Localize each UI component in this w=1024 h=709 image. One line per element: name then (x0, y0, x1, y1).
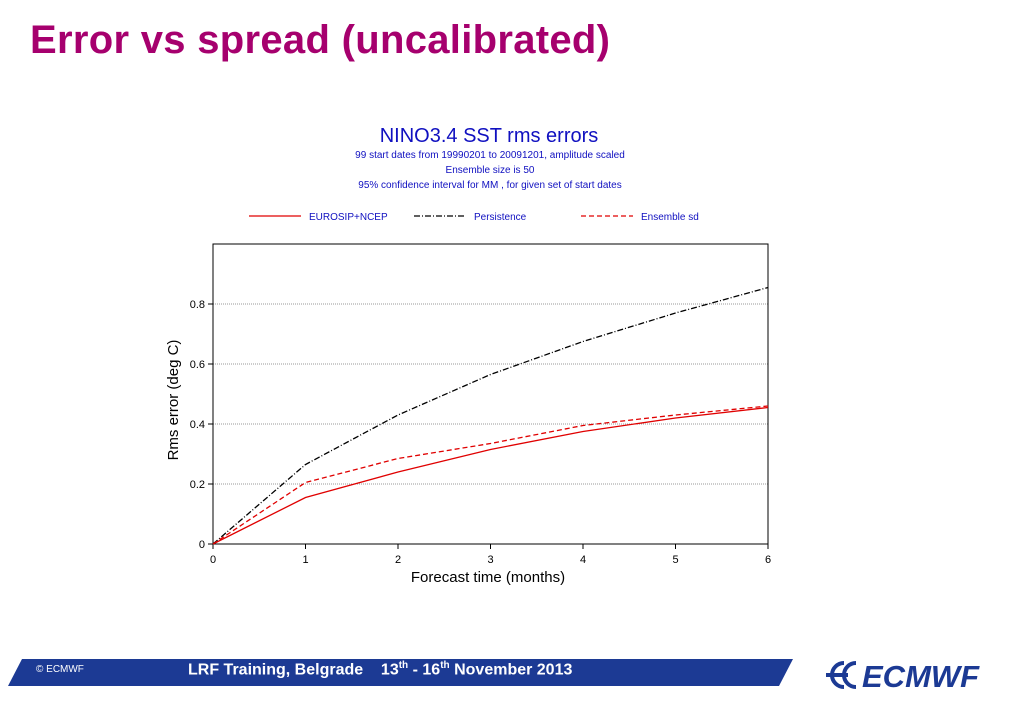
footer-date-end: 16 (422, 661, 441, 679)
line-chart: NINO3.4 SST rms errors 99 start dates fr… (165, 125, 771, 586)
series-line (212, 406, 769, 545)
footer-date-start-suffix: th (398, 660, 409, 671)
footer-event: LRF Training, Belgrade (188, 661, 364, 679)
logo-text: ECMWF (862, 659, 980, 694)
ecmwf-logo: ECMWF (826, 659, 980, 694)
series-line (212, 286, 769, 545)
footer-date-end-suffix: th (440, 660, 450, 671)
chart-series (212, 286, 769, 545)
footer-date-separator: - (408, 661, 423, 679)
chart-subtitle-1: 99 start dates from 19990201 to 20091201… (355, 150, 625, 161)
legend-label: EUROSIP+NCEP (309, 212, 388, 223)
chart-title: NINO3.4 SST rms errors (380, 125, 599, 147)
x-tick-label: 3 (487, 554, 493, 566)
y-tick-label: 0.2 (190, 479, 205, 491)
chart-gridlines (213, 303, 768, 485)
x-axis-label: Forecast time (months) (411, 569, 565, 586)
y-tick-label: 0.8 (190, 299, 205, 311)
y-axis-label: Rms error (deg C) (165, 340, 182, 461)
chart-axes: 0 0.2 0.4 0.6 0.8 0 1 2 3 4 5 6 (190, 243, 771, 566)
footer-copyright: © ECMWF (36, 664, 84, 675)
x-tick-label: 0 (210, 554, 216, 566)
series-line (212, 405, 769, 545)
y-tick-label: 0.6 (190, 359, 205, 371)
legend-label: Ensemble sd (641, 212, 699, 223)
x-tick-label: 4 (580, 554, 586, 566)
legend-label: Persistence (474, 212, 527, 223)
chart-legend: EUROSIP+NCEP Persistence Ensemble sd (249, 212, 699, 223)
chart-subtitle-2: Ensemble size is 50 (446, 165, 535, 176)
footer-event-info: LRF Training, Belgrade 13th - 16th Novem… (188, 660, 572, 679)
slide-title: Error vs spread (uncalibrated) (30, 18, 611, 62)
y-tick-label: 0.4 (190, 419, 205, 431)
chart-subtitle-3: 95% confidence interval for MM , for giv… (358, 180, 621, 191)
x-tick-label: 5 (672, 554, 678, 566)
footer-date-start: 13 (380, 661, 399, 679)
x-tick-label: 6 (765, 554, 771, 566)
y-tick-label: 0 (199, 539, 205, 551)
footer-date-month: November 2013 (449, 661, 573, 679)
x-tick-label: 1 (302, 554, 308, 566)
x-tick-label: 2 (395, 554, 401, 566)
